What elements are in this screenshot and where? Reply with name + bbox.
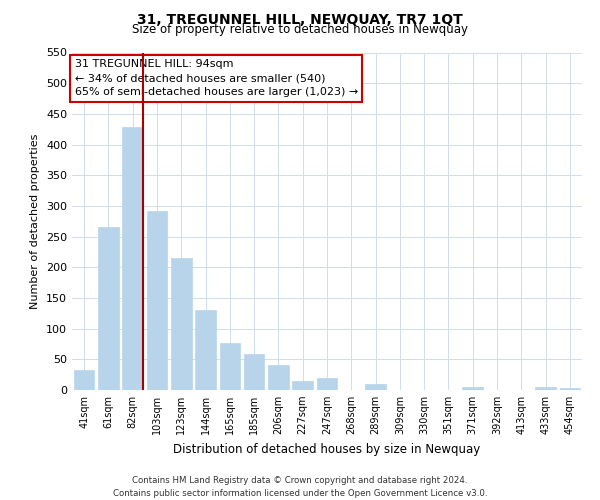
Bar bbox=[146, 211, 167, 390]
Text: 31, TREGUNNEL HILL, NEWQUAY, TR7 1QT: 31, TREGUNNEL HILL, NEWQUAY, TR7 1QT bbox=[137, 12, 463, 26]
Text: 31 TREGUNNEL HILL: 94sqm
← 34% of detached houses are smaller (540)
65% of semi-: 31 TREGUNNEL HILL: 94sqm ← 34% of detach… bbox=[74, 59, 358, 97]
Bar bbox=[463, 387, 483, 390]
Bar bbox=[268, 366, 289, 390]
Bar bbox=[195, 310, 216, 390]
Bar bbox=[535, 387, 556, 390]
Y-axis label: Number of detached properties: Number of detached properties bbox=[31, 134, 40, 309]
X-axis label: Distribution of detached houses by size in Newquay: Distribution of detached houses by size … bbox=[173, 442, 481, 456]
Bar bbox=[560, 388, 580, 390]
Bar bbox=[220, 344, 240, 390]
Text: Size of property relative to detached houses in Newquay: Size of property relative to detached ho… bbox=[132, 22, 468, 36]
Bar bbox=[171, 258, 191, 390]
Bar bbox=[317, 378, 337, 390]
Text: Contains HM Land Registry data © Crown copyright and database right 2024.
Contai: Contains HM Land Registry data © Crown c… bbox=[113, 476, 487, 498]
Bar bbox=[365, 384, 386, 390]
Bar bbox=[98, 228, 119, 390]
Bar bbox=[244, 354, 265, 390]
Bar bbox=[122, 128, 143, 390]
Bar bbox=[292, 381, 313, 390]
Bar bbox=[74, 370, 94, 390]
